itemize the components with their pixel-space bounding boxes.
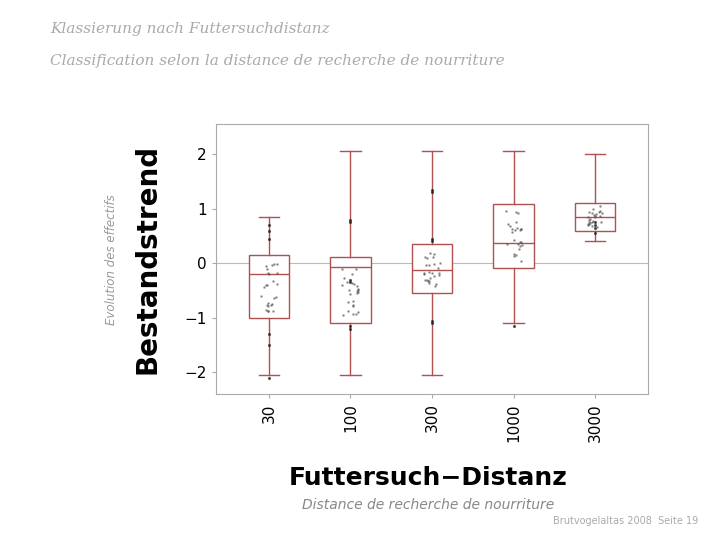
Text: Distance de recherche de nourriture: Distance de recherche de nourriture xyxy=(302,498,554,512)
PathPatch shape xyxy=(575,203,616,231)
Text: Bestandstrend: Bestandstrend xyxy=(134,144,161,374)
PathPatch shape xyxy=(493,204,534,268)
Text: Futtersuch−Distanz: Futtersuch−Distanz xyxy=(289,466,568,490)
Text: Classification selon la distance de recherche de nourriture: Classification selon la distance de rech… xyxy=(50,54,505,68)
Text: Brutvogelaltas 2008  Seite 19: Brutvogelaltas 2008 Seite 19 xyxy=(553,516,698,526)
PathPatch shape xyxy=(330,256,371,323)
Text: Evolution des effectifs: Evolution des effectifs xyxy=(105,194,118,325)
PathPatch shape xyxy=(248,255,289,318)
Text: Klassierung nach Futtersuchdistanz: Klassierung nach Futtersuchdistanz xyxy=(50,22,330,36)
PathPatch shape xyxy=(412,244,452,293)
